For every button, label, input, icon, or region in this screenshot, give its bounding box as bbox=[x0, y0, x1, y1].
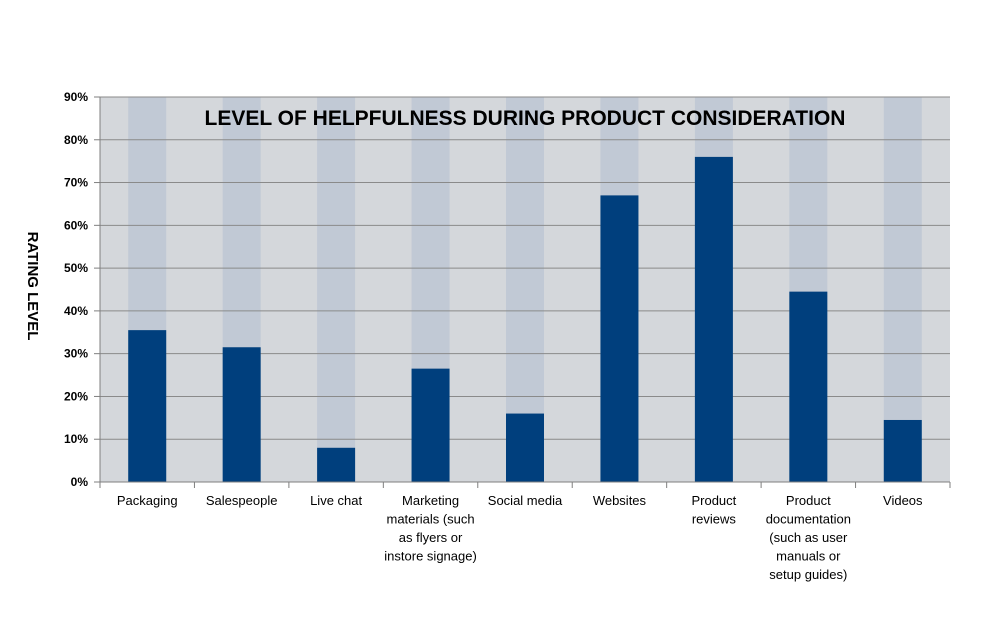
x-tick-label: Videos bbox=[883, 493, 923, 508]
chart-title: LEVEL OF HELPFULNESS DURING PRODUCT CONS… bbox=[205, 107, 846, 130]
bar bbox=[128, 330, 167, 482]
x-tick-label: Marketing materials (such as flyers or inst… bbox=[384, 493, 477, 564]
bar bbox=[411, 368, 450, 482]
bar bbox=[694, 156, 733, 482]
y-axis-label: RATING LEVEL bbox=[24, 232, 41, 341]
y-tick-labels: 0% 10% 20% 30% 40% 50% 60% 70% 80% 90% bbox=[64, 90, 88, 489]
y-tick-label: 10% bbox=[64, 432, 88, 446]
x-tick-label: Packaging bbox=[117, 493, 178, 508]
bar bbox=[506, 413, 544, 482]
bar bbox=[600, 195, 639, 482]
x-tick-label: Product documentation (such as user manuals… bbox=[766, 493, 851, 582]
y-tick-label: 40% bbox=[64, 304, 88, 318]
bars bbox=[128, 156, 922, 482]
y-tick-label: 0% bbox=[71, 475, 89, 489]
x-tick-label: Live chat bbox=[310, 493, 362, 508]
y-tick-label: 80% bbox=[64, 133, 88, 147]
bar bbox=[883, 419, 922, 482]
y-tick-label: 30% bbox=[64, 347, 88, 361]
category-band bbox=[883, 97, 922, 482]
y-tick-label: 70% bbox=[64, 176, 88, 190]
x-tick-label: Social media bbox=[488, 493, 563, 508]
category-band bbox=[317, 97, 356, 482]
bar bbox=[317, 447, 356, 482]
x-tick-label: Websites bbox=[593, 493, 647, 508]
y-tick-label: 50% bbox=[64, 261, 88, 275]
x-tick-labels: Packaging Salespeople Live chat Marketing ma… bbox=[117, 493, 923, 582]
bar bbox=[789, 291, 828, 482]
y-tick-label: 90% bbox=[64, 90, 88, 104]
bar bbox=[222, 347, 261, 482]
y-tick-label: 20% bbox=[64, 389, 88, 403]
x-tick-label: Salespeople bbox=[206, 493, 278, 508]
x-tick-label: Product reviews bbox=[691, 493, 736, 527]
axes bbox=[94, 96, 951, 488]
y-tick-label: 60% bbox=[64, 218, 88, 232]
